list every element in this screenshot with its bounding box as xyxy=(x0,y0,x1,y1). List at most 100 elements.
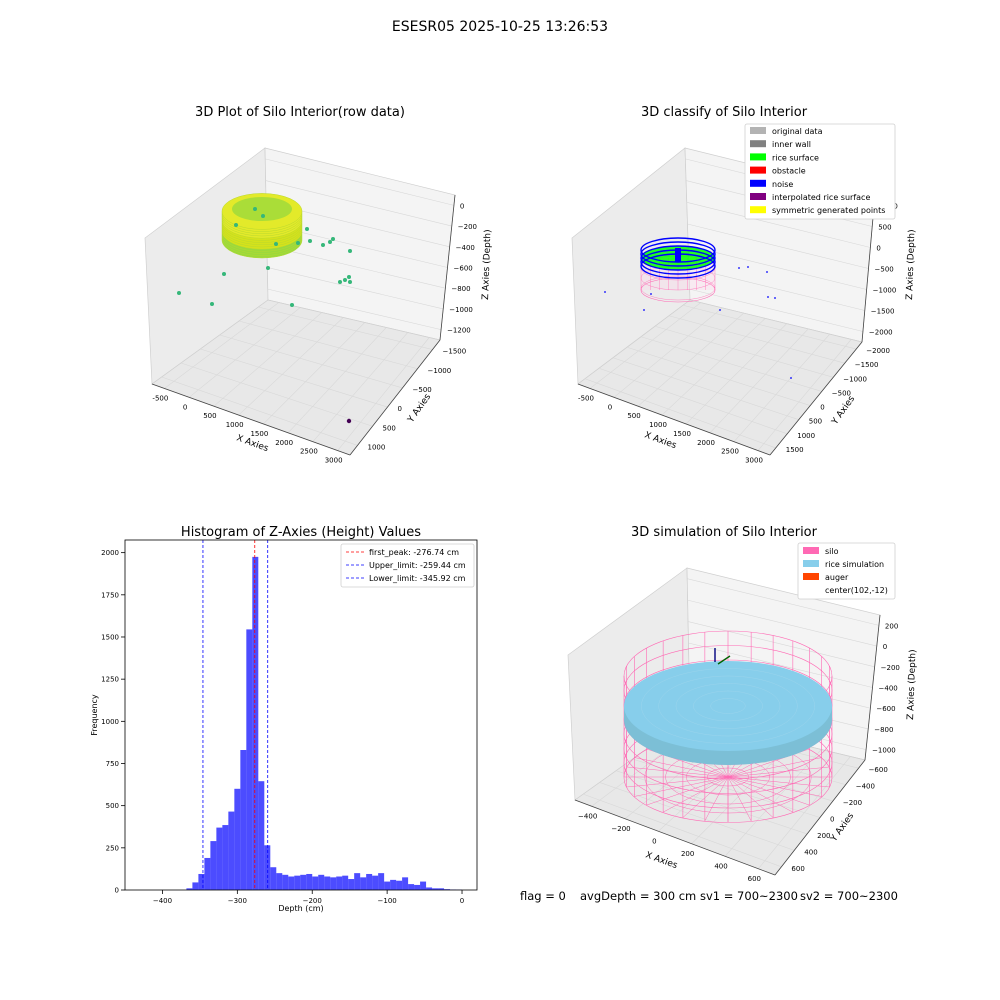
x-tick-label: 500 xyxy=(203,412,216,420)
y-tick-label: 1500 xyxy=(786,446,804,454)
x-gridline xyxy=(287,327,387,434)
silo-base-spoke xyxy=(727,776,822,797)
legend-label: Lower_limit: -345.92 cm xyxy=(369,574,466,583)
y-tick-label: −1500 xyxy=(443,348,467,356)
classify-gridlines xyxy=(584,158,875,451)
histogram-title: Histogram of Z-Axies (Height) Values xyxy=(181,525,421,540)
noise-point xyxy=(767,296,769,298)
y-gridline xyxy=(583,793,782,868)
x-gridline xyxy=(263,322,365,425)
rice-surface-mesh xyxy=(710,698,746,714)
raw-z-axis: 0 −200 −400 −600 −800 −1000 −1200 Z Axies (Dep… xyxy=(439,194,493,341)
x-gridline xyxy=(685,323,787,425)
y-gridline xyxy=(615,770,808,835)
x-gridline xyxy=(589,302,701,389)
noise-ring xyxy=(640,245,716,271)
histogram-bar xyxy=(372,875,379,890)
y-gridline xyxy=(584,378,776,449)
z-gridline xyxy=(687,599,877,647)
scatter-point xyxy=(210,302,214,306)
y-gridline xyxy=(626,346,811,406)
x-tick-label: 2500 xyxy=(721,448,739,456)
y-gridline xyxy=(654,325,834,378)
legend-label: noise xyxy=(772,180,793,189)
y-tick-label: −600 xyxy=(869,766,888,774)
outlier-point xyxy=(346,418,352,424)
x-tick-label: 3000 xyxy=(745,457,763,465)
z-gridline xyxy=(267,267,444,310)
legend-label: Upper_limit: -259.44 cm xyxy=(369,561,466,570)
sv1-text: sv1 = 700~2300 xyxy=(700,889,798,903)
x-gridline xyxy=(637,312,744,407)
histogram-bar xyxy=(312,876,319,890)
z-tick-label: −1000 xyxy=(873,287,897,295)
y-tick-label: 1000 xyxy=(368,443,386,451)
noise-point xyxy=(747,266,749,268)
y-gridline xyxy=(238,320,418,370)
legend-label: center(102,-12) xyxy=(825,586,888,595)
y-tick-label: 250 xyxy=(106,844,119,852)
z-tick-label: −1200 xyxy=(447,327,471,335)
silo-base-spoke xyxy=(634,776,729,797)
histogram-bar xyxy=(216,827,223,890)
simulation-z-axis: 200 0 −200 −400 −600 −800 −1000 Z Axies (Depth… xyxy=(864,614,918,761)
x-tick-label: 2000 xyxy=(697,439,715,447)
y-gridline xyxy=(668,315,845,364)
legend-label: rice simulation xyxy=(825,560,884,569)
legend-label: silo xyxy=(825,547,839,556)
scatter-point xyxy=(338,280,342,284)
figure-suptitle: ESESR05 2025-10-25 13:26:53 xyxy=(392,19,608,35)
x-gridline xyxy=(238,317,344,416)
y-tick-label: 0 xyxy=(820,404,824,412)
histogram-bar xyxy=(300,874,307,890)
y-tick-label: 1250 xyxy=(101,676,119,684)
x-tick-label: −400 xyxy=(578,812,597,820)
z-gridline xyxy=(688,642,873,688)
noise-cluster xyxy=(675,248,681,262)
x-gridline xyxy=(312,332,408,442)
histogram-bar xyxy=(306,873,313,890)
x-tick-label: −300 xyxy=(228,897,247,905)
y-tick-label: −1000 xyxy=(843,375,867,383)
histogram-bar xyxy=(438,888,445,890)
scatter-point xyxy=(234,223,238,227)
z-gridline xyxy=(266,245,446,289)
z-tick-label: 0 xyxy=(460,202,464,210)
legend-label: interpolated rice surface xyxy=(772,193,870,202)
y-gridline xyxy=(180,362,373,427)
silo-base-ring xyxy=(706,767,750,787)
raw-ylabel: Y Axies xyxy=(406,392,434,425)
legend-swatch xyxy=(750,153,766,161)
histogram-plot-area: −400 −300 −200 −100 0 0 250 500 750 1000 1250 1500 1… xyxy=(101,540,464,905)
silo-base-spoke xyxy=(727,776,793,813)
histogram-bar xyxy=(396,880,403,890)
histogram-bar xyxy=(288,876,295,890)
z-tick-label: −1500 xyxy=(871,308,895,316)
silo-base-spoke xyxy=(704,776,729,821)
scatter-point xyxy=(347,275,351,279)
y-gridline xyxy=(640,336,822,392)
simulation-panel: 3D simulation of Silo Interior −400 −200 0… xyxy=(567,525,918,883)
simulation-xlabel: X Axies xyxy=(644,850,679,871)
scatter-point xyxy=(222,272,226,276)
histogram-bar xyxy=(414,884,421,890)
histogram-legend: first_peak: -276.74 cm Upper_limit: -259.… xyxy=(340,543,475,588)
y-gridline xyxy=(598,367,788,435)
scatter-point xyxy=(343,278,347,282)
z-gridline xyxy=(687,578,879,626)
x-tick-label: 400 xyxy=(714,862,727,870)
z-tick-label: −2000 xyxy=(869,329,893,337)
noise-point xyxy=(790,377,792,379)
z-tick-label: −200 xyxy=(458,223,477,231)
point-cloud-top xyxy=(232,197,292,221)
histogram-bar xyxy=(342,875,349,890)
histogram-bar xyxy=(222,825,229,890)
classify-legend: original data inner wall rice surface obsta… xyxy=(744,123,896,220)
y-tick-label: −1000 xyxy=(428,367,452,375)
raw-gridlines xyxy=(161,158,455,451)
rice-surface-mesh xyxy=(641,668,815,744)
scatter-point xyxy=(348,249,352,253)
rice-surface-mesh xyxy=(675,683,781,729)
x-tick-label: 200 xyxy=(681,850,694,858)
histogram-bar xyxy=(354,873,361,890)
